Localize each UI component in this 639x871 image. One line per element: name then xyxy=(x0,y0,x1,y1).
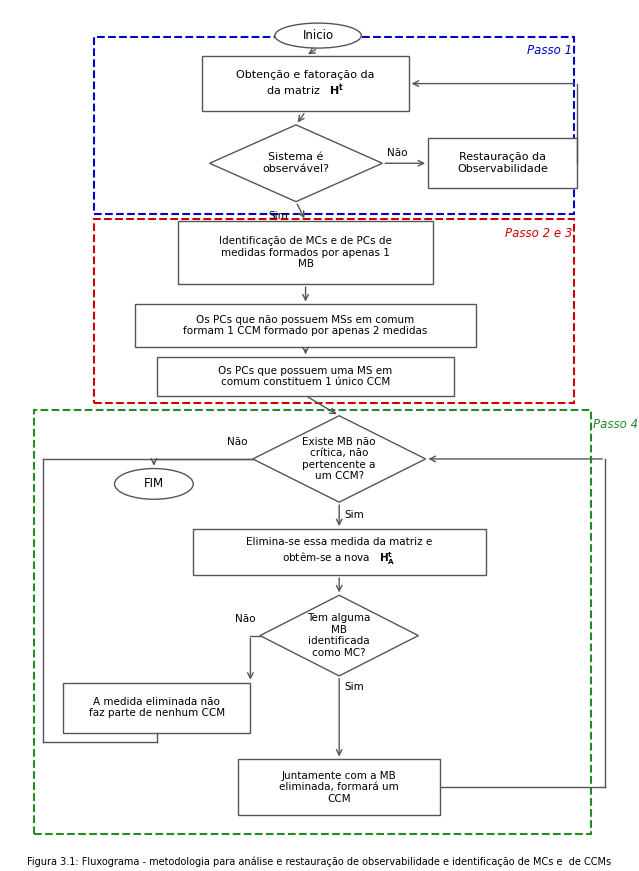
Text: Não: Não xyxy=(387,148,408,159)
Bar xyxy=(95,37,574,214)
Bar xyxy=(178,221,433,284)
Text: Figura 3.1: Fluxograma - metodologia para análise e restauração de observabilida: Figura 3.1: Fluxograma - metodologia par… xyxy=(27,856,612,867)
Bar xyxy=(428,138,577,188)
Text: Sim: Sim xyxy=(344,682,364,692)
Polygon shape xyxy=(253,415,426,503)
Text: Sim: Sim xyxy=(344,510,364,520)
Text: Existe MB não
crítica, não
pertencente a
um CCM?: Existe MB não crítica, não pertencente a… xyxy=(302,436,376,482)
Text: Passo 4: Passo 4 xyxy=(592,418,638,430)
Text: A medida eliminada não
faz parte de nenhum CCM: A medida eliminada não faz parte de nenh… xyxy=(89,697,225,719)
Bar xyxy=(157,357,454,395)
Bar xyxy=(238,760,440,815)
Bar xyxy=(34,410,590,834)
Text: Inicio: Inicio xyxy=(302,29,334,42)
Text: Tem alguma
MB
identificada
como MC?: Tem alguma MB identificada como MC? xyxy=(307,613,371,658)
Text: Restauração da
Observabilidade: Restauração da Observabilidade xyxy=(457,152,548,174)
Ellipse shape xyxy=(114,469,193,499)
Text: Não: Não xyxy=(235,614,255,624)
Text: Passo 1: Passo 1 xyxy=(527,44,573,57)
Text: Os PCs que não possuem MSs em comum
formam 1 CCM formado por apenas 2 medidas: Os PCs que não possuem MSs em comum form… xyxy=(183,314,427,336)
Text: Elimina-se essa medida da matriz e
obtêm-se a nova   $\mathbf{H_A^t}$: Elimina-se essa medida da matriz e obtêm… xyxy=(246,537,433,567)
Text: Sistema é
observável?: Sistema é observável? xyxy=(263,152,330,174)
Polygon shape xyxy=(210,125,382,202)
Text: Obtenção e fatoração da
da matriz   $\mathbf{H^t}$: Obtenção e fatoração da da matriz $\math… xyxy=(236,70,375,98)
Text: Os PCs que possuem uma MS em
comum constituem 1 único CCM: Os PCs que possuem uma MS em comum const… xyxy=(219,366,393,388)
Text: Passo 2 e 3: Passo 2 e 3 xyxy=(505,226,573,240)
Polygon shape xyxy=(260,595,419,676)
Bar xyxy=(95,219,574,403)
Bar xyxy=(63,683,250,733)
Text: Juntamente com a MB
eliminada, formará um
CCM: Juntamente com a MB eliminada, formará u… xyxy=(279,771,399,804)
Bar xyxy=(203,56,409,111)
Text: Sim: Sim xyxy=(269,212,289,221)
Text: Não: Não xyxy=(227,437,248,448)
Text: FIM: FIM xyxy=(144,477,164,490)
Ellipse shape xyxy=(275,24,361,48)
Bar xyxy=(193,529,486,575)
Bar xyxy=(135,304,476,347)
Text: Identificação de MCs e de PCs de
medidas formados por apenas 1
MB: Identificação de MCs e de PCs de medidas… xyxy=(219,236,392,269)
